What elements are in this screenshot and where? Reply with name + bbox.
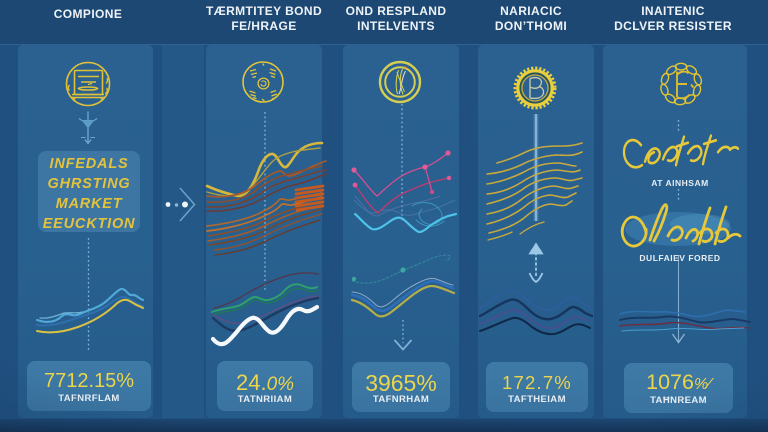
svg-text:AT AINHSAM: AT AINHSAM [651,178,708,188]
svg-text:DULFAIEV FORED: DULFAIEV FORED [639,253,720,263]
